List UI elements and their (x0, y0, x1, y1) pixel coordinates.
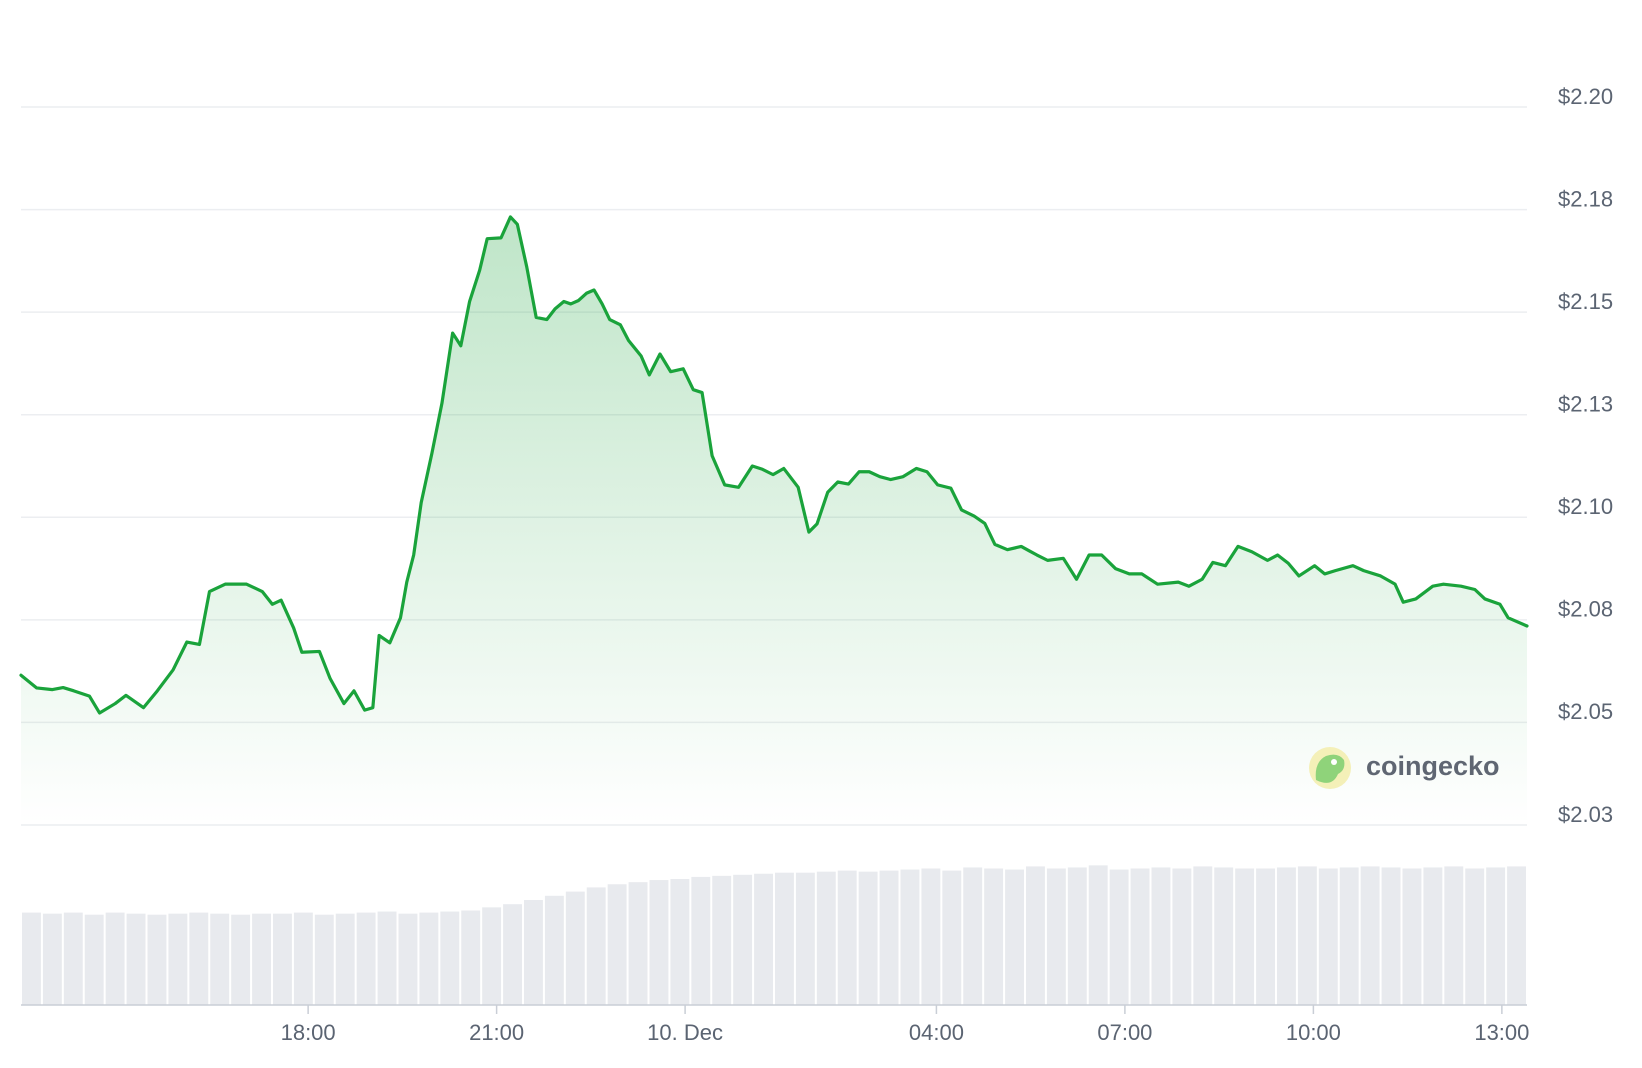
volume-bar (147, 914, 167, 1005)
volume-bar (858, 871, 878, 1005)
y-tick-label: $2.20 (1558, 84, 1613, 109)
volume-bar (712, 875, 732, 1005)
volume-bar (1423, 867, 1443, 1005)
volume-bar (544, 895, 564, 1005)
volume-bar (963, 867, 983, 1005)
x-tick-label: 04:00 (909, 1020, 964, 1045)
volume-bar (1402, 868, 1422, 1005)
y-tick-label: $2.08 (1558, 597, 1613, 622)
volume-bar (670, 879, 690, 1005)
price-area (21, 216, 1527, 825)
volume-bar (1193, 866, 1213, 1005)
volume-bar (210, 913, 230, 1005)
volume-bar (733, 874, 753, 1005)
volume-bar (84, 914, 104, 1005)
volume-bar (377, 911, 397, 1005)
volume-bar (795, 872, 815, 1005)
volume-bar (105, 912, 125, 1005)
volume-bar (419, 912, 439, 1005)
y-tick-label: $2.03 (1558, 802, 1613, 827)
watermark-text: coingecko (1366, 751, 1500, 781)
volume-bar (22, 912, 41, 1005)
volume-bar (942, 870, 962, 1005)
volume-bar (1109, 869, 1129, 1005)
volume-bar (1005, 869, 1024, 1005)
volume-bar (231, 914, 251, 1005)
volume-bar (1318, 868, 1338, 1005)
watermark: coingecko (1309, 747, 1500, 789)
volume-bar (356, 912, 376, 1005)
y-tick-label: $2.10 (1558, 494, 1613, 519)
volume-bar (1172, 868, 1192, 1005)
y-tick-label: $2.15 (1558, 289, 1613, 314)
volume-bar (1381, 867, 1401, 1005)
volume-bar (565, 891, 585, 1005)
volume-bar (1235, 868, 1255, 1005)
volume-bar (1256, 868, 1275, 1005)
volume-bar (586, 887, 606, 1005)
volume-bar (461, 910, 481, 1005)
volume-bar (524, 900, 543, 1005)
volume-bar (628, 882, 648, 1005)
x-tick-label: 21:00 (469, 1020, 524, 1045)
volume-bar (1046, 868, 1066, 1005)
volume-bar (189, 912, 209, 1005)
volume-bar (607, 884, 627, 1005)
volume-bar (293, 912, 313, 1005)
volume-bar (1130, 868, 1150, 1005)
volume-bar (816, 871, 836, 1005)
volume-bar (503, 904, 522, 1005)
volume-bar (440, 911, 460, 1005)
volume-bar (273, 913, 292, 1005)
volume-bar (1277, 867, 1296, 1005)
volume-bar (126, 913, 146, 1005)
volume-bar (314, 914, 334, 1005)
volume-bar (252, 913, 271, 1005)
volume-bar (837, 870, 857, 1005)
x-tick-label: 07:00 (1097, 1020, 1152, 1045)
volume-bar (1088, 865, 1108, 1005)
x-tick-label: 10:00 (1286, 1020, 1341, 1045)
volume-bar (168, 913, 188, 1005)
volume-bar (482, 907, 502, 1005)
volume-bar (1151, 867, 1171, 1005)
volume-bar (754, 873, 773, 1005)
volume-bar (63, 912, 83, 1005)
volume-bar (879, 870, 899, 1005)
volume-bar (1360, 866, 1380, 1005)
volume-bar (42, 913, 62, 1005)
volume-bar (1214, 867, 1234, 1005)
x-tick-label: 13:00 (1474, 1020, 1529, 1045)
logo-gecko (1315, 754, 1345, 783)
volume-bar (1297, 866, 1317, 1005)
volume-bar (1067, 867, 1087, 1005)
volume-bar (398, 913, 418, 1005)
x-tick-label: 18:00 (281, 1020, 336, 1045)
price-line (19, 215, 1529, 715)
volume-bar (775, 872, 794, 1005)
volume-bar (649, 880, 669, 1005)
volume-bar (1026, 866, 1045, 1005)
volume-bar (921, 868, 941, 1005)
x-tick-label: 10. Dec (647, 1020, 723, 1045)
y-tick-label: $2.13 (1558, 392, 1613, 417)
volume-bar (691, 876, 711, 1005)
volume-bar (900, 869, 920, 1005)
y-tick-label: $2.05 (1558, 699, 1613, 724)
volume-bar (1486, 867, 1506, 1005)
volume-bar (1465, 868, 1485, 1005)
volume-bar (335, 913, 355, 1005)
y-tick-label: $2.18 (1558, 186, 1613, 211)
volume-bar (1507, 866, 1526, 1005)
volume-bar (1339, 867, 1359, 1005)
logo-eye (1331, 759, 1337, 765)
volume-bar (1444, 866, 1464, 1005)
volume-bar (984, 868, 1004, 1005)
